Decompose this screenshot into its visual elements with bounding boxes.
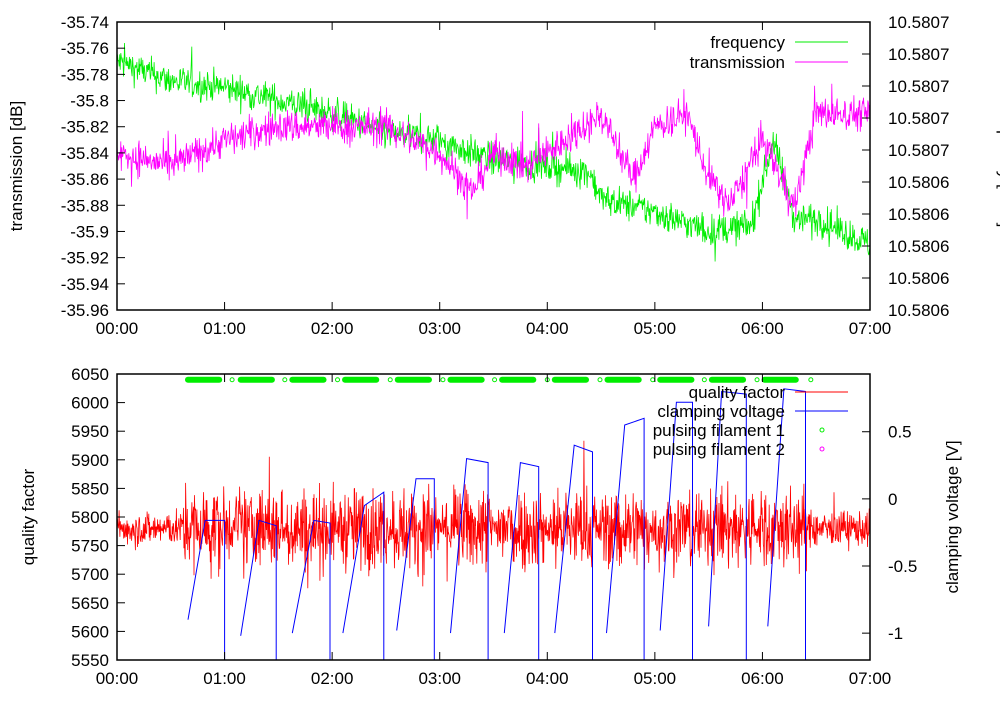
pulsing-filament-1-marker xyxy=(754,377,760,383)
x-tick-label: 07:00 xyxy=(849,319,892,338)
y2-axis-label: clamping voltage [V] xyxy=(943,440,962,593)
y-tick-label: -35.82 xyxy=(61,118,109,137)
y2-tick-label: 10.5806 xyxy=(888,269,949,288)
x-tick-label: 04:00 xyxy=(526,319,569,338)
y2-tick-label: -1 xyxy=(888,624,903,643)
series-clamping-voltage-segment xyxy=(187,519,226,660)
legend-label: pulsing filament 1 xyxy=(653,421,785,440)
y2-tick-label: 10.5807 xyxy=(888,77,949,96)
y-tick-label: 5700 xyxy=(71,565,109,584)
legend-label: clamping voltage xyxy=(657,402,785,421)
y2-tick-label: 10.5807 xyxy=(888,109,949,128)
y-tick-label: 5900 xyxy=(71,451,109,470)
y-tick-label: -35.74 xyxy=(61,13,109,32)
legend-label: transmission xyxy=(690,53,785,72)
y2-tick-label: 0.5 xyxy=(888,423,912,442)
y-tick-label: 5950 xyxy=(71,422,109,441)
y2-tick-label: 10.5806 xyxy=(888,237,949,256)
legend-label: frequency xyxy=(710,33,785,52)
pulsing-filament-1-marker xyxy=(282,377,288,383)
series-quality-factor xyxy=(117,440,870,589)
legend-marker xyxy=(819,427,825,433)
pulsing-filament-1-marker xyxy=(229,377,235,383)
pulsing-filament-1-marker xyxy=(597,377,603,383)
y-tick-label: -35.88 xyxy=(61,196,109,215)
series-clamping-voltage-segment xyxy=(450,458,489,660)
x-tick-label: 06:00 xyxy=(741,319,784,338)
y-axis-label: transmission [dB] xyxy=(7,101,26,231)
series-clamping-voltage-segment xyxy=(240,519,277,660)
series-transmission xyxy=(117,83,870,220)
x-tick-label: 04:00 xyxy=(526,669,569,688)
y-axis-label: quality factor xyxy=(19,468,38,565)
y-tick-label: -35.9 xyxy=(70,222,109,241)
y2-tick-label: -0.5 xyxy=(888,557,917,576)
y-tick-label: -35.86 xyxy=(61,170,109,189)
y-tick-label: -35.92 xyxy=(61,249,109,268)
series-clamping-voltage-segment xyxy=(554,444,593,660)
x-tick-label: 02:00 xyxy=(311,669,354,688)
y2-tick-label: 10.5806 xyxy=(888,173,949,192)
pulsing-filament-1-marker xyxy=(387,377,393,383)
y2-tick-label: 10.5807 xyxy=(888,13,949,32)
y-tick-label: -35.84 xyxy=(61,144,109,163)
y2-tick-label: 10.5806 xyxy=(888,301,949,320)
y-tick-label: 5800 xyxy=(71,508,109,527)
pulsing-filament-1-marker xyxy=(650,377,656,383)
legend-label: quality factor xyxy=(689,383,786,402)
series-clamping-voltage-segment xyxy=(708,390,747,660)
series-clamping-voltage-segment xyxy=(342,491,385,660)
series-clamping-voltage-segment xyxy=(606,417,645,660)
y-tick-label: 6050 xyxy=(71,365,109,384)
x-tick-label: 01:00 xyxy=(203,319,246,338)
x-tick-label: 00:00 xyxy=(96,669,139,688)
x-tick-label: 00:00 xyxy=(96,319,139,338)
x-tick-label: 05:00 xyxy=(634,319,677,338)
legend-label: pulsing filament 2 xyxy=(653,440,785,459)
y2-tick-label: 10.5806 xyxy=(888,205,949,224)
x-tick-label: 06:00 xyxy=(741,669,784,688)
plot-frame-top xyxy=(116,21,871,311)
series-clamping-voltage-segment xyxy=(396,478,435,660)
y-tick-label: 5650 xyxy=(71,594,109,613)
pulsing-filament-1-marker xyxy=(492,377,498,383)
series-clamping-voltage-segment xyxy=(503,461,540,660)
series-clamping-voltage-segment xyxy=(767,388,806,660)
x-tick-label: 03:00 xyxy=(418,669,461,688)
pulsing-filament-1-marker xyxy=(701,377,707,383)
y-tick-label: 5600 xyxy=(71,622,109,641)
x-tick-label: 02:00 xyxy=(311,319,354,338)
x-tick-label: 07:00 xyxy=(849,669,892,688)
y-tick-label: 5750 xyxy=(71,537,109,556)
y-tick-label: 6000 xyxy=(71,394,109,413)
x-tick-label: 03:00 xyxy=(418,319,461,338)
y2-tick-label: 0 xyxy=(888,490,897,509)
x-tick-label: 05:00 xyxy=(634,669,677,688)
series-clamping-voltage-segment xyxy=(659,401,693,660)
series-clamping-voltage-segment xyxy=(291,519,331,660)
y2-axis-label: frequency [GHz] xyxy=(996,105,1000,228)
y-tick-label: -35.78 xyxy=(61,65,109,84)
y-tick-label: 5550 xyxy=(71,651,109,670)
pulsing-filament-1-marker xyxy=(440,377,446,383)
y-tick-label: 5850 xyxy=(71,479,109,498)
y-tick-label: -35.8 xyxy=(70,92,109,111)
y-tick-label: -35.76 xyxy=(61,39,109,58)
y2-tick-label: 10.5807 xyxy=(888,141,949,160)
y-tick-label: -35.96 xyxy=(61,301,109,320)
legend-marker xyxy=(819,446,825,452)
x-tick-label: 01:00 xyxy=(203,669,246,688)
pulsing-filament-1-marker xyxy=(808,377,814,383)
y-tick-label: -35.94 xyxy=(61,275,109,294)
pulsing-filament-1-marker xyxy=(335,377,341,383)
y2-tick-label: 10.5807 xyxy=(888,45,949,64)
series-frequency xyxy=(117,42,870,262)
